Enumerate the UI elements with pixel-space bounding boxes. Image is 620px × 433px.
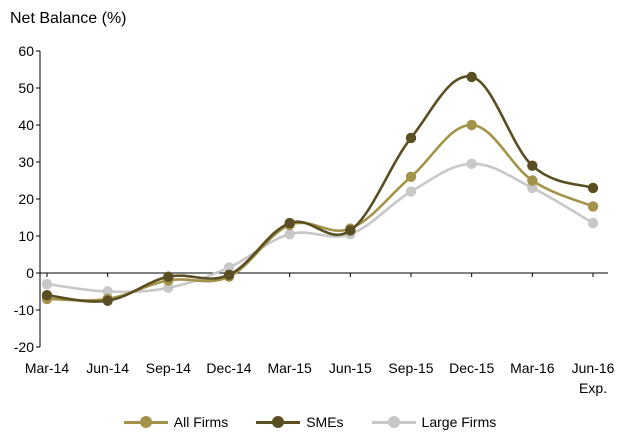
- legend-item-all-firms: All Firms: [123, 412, 229, 432]
- x-tick-label: Sep-14: [146, 360, 191, 376]
- x-tick-sublabel: Exp.: [579, 380, 607, 396]
- data-point-large-firms: [223, 262, 235, 273]
- legend-swatch-large-firms: [371, 416, 416, 428]
- data-point-smes: [163, 271, 174, 282]
- y-tick-label: -20: [14, 339, 34, 355]
- data-point-large-firms: [587, 217, 599, 229]
- y-tick-label: 40: [18, 117, 34, 133]
- axes: -20 -10 0 10 20 30 40 50 60 Mar-14 Jun-14 Sep-14 Dec…: [14, 43, 615, 396]
- series-line-large-firms: [46, 162, 594, 294]
- legend-item-smes: SMEs: [256, 412, 344, 432]
- y-axis-label: Net Balance (%): [10, 10, 127, 27]
- legend-swatch-smes: [256, 416, 301, 428]
- data-point-large-firms: [284, 228, 295, 240]
- data-point-all-firms: [587, 201, 599, 212]
- x-tick-label: Dec-15: [449, 360, 494, 376]
- x-tick-label: Jun-16: [572, 360, 615, 376]
- x-tick-label: Dec-14: [206, 360, 251, 376]
- series-all-firms: [41, 119, 599, 305]
- legend-item-large-firms: Large Firms: [371, 412, 497, 432]
- data-point-smes: [223, 269, 235, 281]
- x-tick-label: Jun-14: [86, 360, 129, 376]
- data-point-large-firms: [466, 158, 477, 170]
- data-point-smes: [466, 71, 477, 83]
- x-tick-label: Mar-15: [267, 360, 312, 376]
- y-tick-label: 10: [18, 228, 34, 244]
- x-tick-label: Mar-14: [25, 360, 70, 376]
- data-point-smes: [284, 217, 295, 229]
- legend-swatch-all-firms: [123, 416, 168, 428]
- y-tick-label: 50: [18, 80, 34, 96]
- x-tick-label: Jun-15: [329, 360, 372, 376]
- y-tick-label: 60: [18, 43, 34, 59]
- data-point-smes: [41, 290, 53, 301]
- series-line-smes: [46, 75, 594, 303]
- data-point-smes: [405, 132, 417, 144]
- data-point-smes: [102, 295, 113, 306]
- y-tick-label: 30: [18, 154, 34, 170]
- legend: All Firms SMEs Large Firms: [0, 412, 620, 432]
- legend-label: SMEs: [306, 414, 344, 430]
- data-point-large-firms: [405, 186, 417, 197]
- series-line-all-firms: [46, 123, 594, 302]
- x-tick-label: Mar-16: [510, 360, 555, 376]
- data-point-smes: [345, 225, 356, 236]
- series-layer: [41, 71, 599, 306]
- data-point-smes: [527, 160, 538, 171]
- y-tick-label: 0: [26, 265, 34, 281]
- series-large-firms: [41, 158, 599, 297]
- data-point-all-firms: [466, 119, 477, 131]
- data-point-large-firms: [41, 278, 53, 290]
- data-point-smes: [587, 182, 599, 194]
- data-point-large-firms: [163, 282, 174, 293]
- y-tick-label: -10: [14, 302, 34, 318]
- data-point-all-firms: [527, 175, 538, 186]
- x-tick-label: Sep-15: [388, 360, 433, 376]
- data-point-large-firms: [527, 182, 538, 194]
- data-point-all-firms: [405, 171, 417, 182]
- y-tick-label: 20: [18, 191, 34, 207]
- series-smes: [41, 71, 599, 306]
- data-point-large-firms: [102, 286, 113, 297]
- legend-label: Large Firms: [421, 414, 497, 430]
- legend-label: All Firms: [173, 414, 229, 430]
